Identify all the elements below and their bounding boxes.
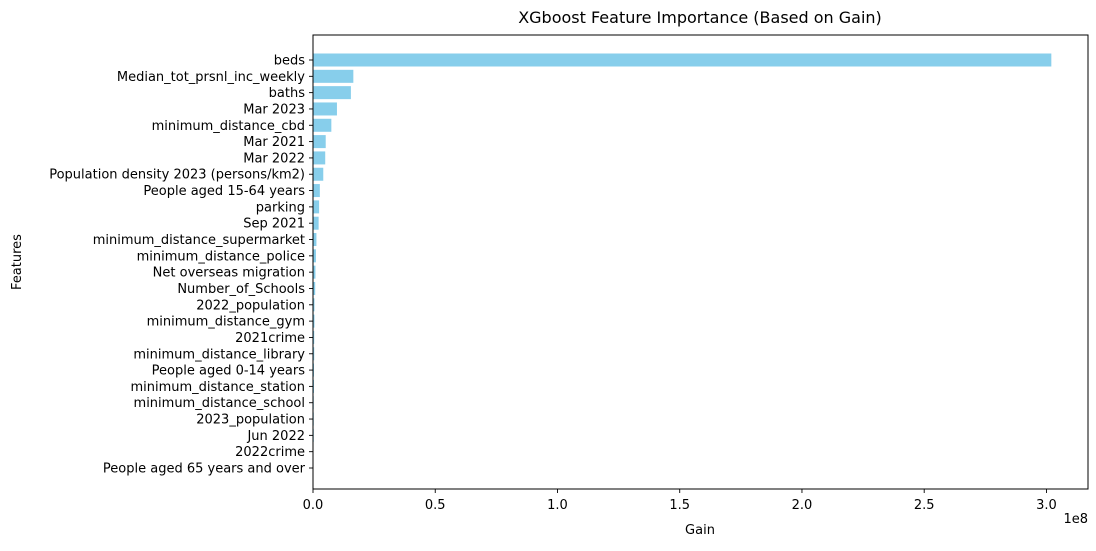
bar bbox=[313, 86, 351, 99]
y-tick-label: Population density 2023 (persons/km2) bbox=[49, 168, 305, 183]
y-tick-label: minimum_distance_supermarket bbox=[93, 233, 305, 248]
y-axis-label: Features bbox=[10, 234, 25, 290]
bar bbox=[313, 70, 353, 83]
chart-title: XGboost Feature Importance (Based on Gai… bbox=[518, 8, 882, 27]
bar bbox=[313, 233, 316, 246]
y-tick-label: Net overseas migration bbox=[153, 266, 305, 281]
y-tick-label: minimum_distance_police bbox=[137, 249, 305, 264]
y-tick-label: 2023_population bbox=[196, 413, 305, 428]
bar bbox=[313, 217, 319, 230]
x-tick-label: 2.5 bbox=[914, 498, 935, 513]
bar bbox=[313, 184, 320, 197]
bar bbox=[313, 200, 319, 213]
x-axis-label: Gain bbox=[685, 523, 715, 538]
y-tick-label: minimum_distance_gym bbox=[147, 315, 305, 330]
y-tick-label: 2022crime bbox=[235, 445, 305, 460]
y-tick-label: People aged 15-64 years bbox=[143, 184, 305, 199]
bars-layer bbox=[313, 54, 1051, 475]
y-tick-label: Mar 2021 bbox=[243, 135, 305, 150]
x-tick-label: 0.0 bbox=[303, 498, 324, 513]
bar bbox=[313, 151, 325, 164]
y-axis-ticks: bedsMedian_tot_prsnl_inc_weeklybathsMar … bbox=[49, 54, 313, 477]
y-tick-label: People aged 65 years and over bbox=[103, 462, 306, 477]
bar bbox=[313, 119, 331, 132]
y-tick-label: 2022_population bbox=[196, 298, 305, 313]
y-tick-label: minimum_distance_library bbox=[133, 347, 305, 362]
x-tick-label: 0.5 bbox=[425, 498, 446, 513]
x-tick-label: 2.0 bbox=[792, 498, 813, 513]
x-tick-label: 3.0 bbox=[1036, 498, 1057, 513]
y-tick-label: Number_of_Schools bbox=[177, 282, 305, 297]
x-tick-label: 1.5 bbox=[669, 498, 690, 513]
x-tick-label: 1.0 bbox=[547, 498, 568, 513]
plot-frame bbox=[313, 35, 1088, 489]
x-axis-offset-label: 1e8 bbox=[1063, 512, 1088, 527]
y-tick-label: baths bbox=[269, 86, 306, 101]
y-tick-label: parking bbox=[256, 200, 305, 215]
bar bbox=[313, 102, 337, 115]
y-tick-label: minimum_distance_cbd bbox=[152, 119, 305, 134]
y-tick-label: minimum_distance_school bbox=[134, 396, 305, 411]
bar bbox=[313, 135, 326, 148]
y-tick-label: People aged 0-14 years bbox=[152, 364, 306, 379]
y-tick-label: Mar 2022 bbox=[243, 151, 305, 166]
y-tick-label: Sep 2021 bbox=[243, 217, 305, 232]
y-tick-label: Jun 2022 bbox=[246, 429, 305, 444]
y-tick-label: beds bbox=[274, 54, 306, 69]
y-tick-label: 2021crime bbox=[235, 331, 305, 346]
y-tick-label: Mar 2023 bbox=[243, 102, 305, 117]
y-tick-label: minimum_distance_station bbox=[130, 380, 305, 395]
bar bbox=[313, 168, 323, 181]
y-tick-label: Median_tot_prsnl_inc_weekly bbox=[117, 70, 305, 85]
x-axis-ticks: 0.0 0.5 1.0 1.5 2.0 2.5 3.0 bbox=[303, 489, 1057, 513]
bar bbox=[313, 54, 1051, 67]
